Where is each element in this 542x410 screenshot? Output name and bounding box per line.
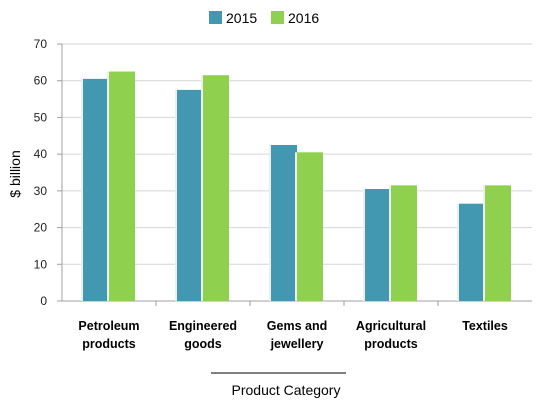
x-category-label: Textiles bbox=[462, 319, 508, 333]
bar-shadow bbox=[295, 152, 297, 301]
x-category-label: Engineered goods bbox=[169, 319, 237, 351]
x-category-label: Agricultural products bbox=[356, 319, 426, 351]
legend-swatch-2015 bbox=[209, 11, 222, 24]
y-tick-label: 10 bbox=[34, 257, 48, 271]
x-category-label-line: Agricultural bbox=[356, 319, 426, 333]
legend-swatch-2016 bbox=[271, 11, 284, 24]
bar-shadow bbox=[269, 144, 271, 301]
x-category-label-line: products bbox=[364, 337, 418, 351]
x-category-label: Gems and jewellery bbox=[267, 319, 327, 351]
bar-shadow bbox=[363, 189, 365, 301]
y-tick-label: 40 bbox=[34, 147, 48, 161]
y-tick-label: 50 bbox=[34, 110, 48, 124]
bar-2015-0 bbox=[83, 78, 109, 301]
bar-2015-1 bbox=[177, 89, 203, 302]
x-axis-title: Product Category bbox=[232, 382, 341, 398]
y-tick-label: 30 bbox=[34, 184, 48, 198]
bar-shadow bbox=[107, 71, 109, 302]
bar-2016-0 bbox=[109, 71, 135, 302]
x-category-label-line: products bbox=[82, 337, 136, 351]
bar-2016-2 bbox=[297, 152, 323, 301]
bar-2016-3 bbox=[391, 185, 417, 301]
bar-shadow bbox=[81, 78, 83, 301]
x-category-label-line: jewellery bbox=[270, 337, 324, 351]
legend-label-2016: 2016 bbox=[288, 10, 319, 26]
x-category-label-line: Engineered bbox=[169, 319, 237, 333]
legend: 2015 2016 bbox=[209, 10, 319, 26]
x-category-label-line: Gems and bbox=[267, 319, 327, 333]
bar-2015-2 bbox=[271, 144, 297, 301]
y-axis-title: $ billion bbox=[7, 150, 23, 197]
y-tick-label: 0 bbox=[40, 294, 47, 308]
x-category-label-line: Textiles bbox=[462, 319, 508, 333]
x-category-label-line: Petroleum bbox=[78, 319, 139, 333]
x-axis-categories: Petroleum products Engineered goods Gems and… bbox=[78, 301, 508, 351]
x-category-label-line: goods bbox=[184, 337, 222, 351]
bar-2015-3 bbox=[365, 189, 391, 301]
y-tick-label: 60 bbox=[34, 74, 48, 88]
bar-2016-4 bbox=[485, 185, 511, 301]
x-category-label: Petroleum products bbox=[78, 319, 139, 351]
y-tick-label: 20 bbox=[34, 221, 48, 235]
bar-shadow bbox=[483, 185, 485, 301]
y-tick-label: 70 bbox=[34, 37, 48, 51]
bar-2016-1 bbox=[203, 75, 229, 301]
bar-2015-4 bbox=[459, 203, 485, 301]
bars bbox=[81, 71, 511, 302]
bar-shadow bbox=[389, 185, 391, 301]
legend-label-2015: 2015 bbox=[226, 10, 257, 26]
bar-shadow bbox=[201, 75, 203, 301]
bar-shadow bbox=[457, 203, 459, 301]
bar-shadow bbox=[175, 89, 177, 302]
